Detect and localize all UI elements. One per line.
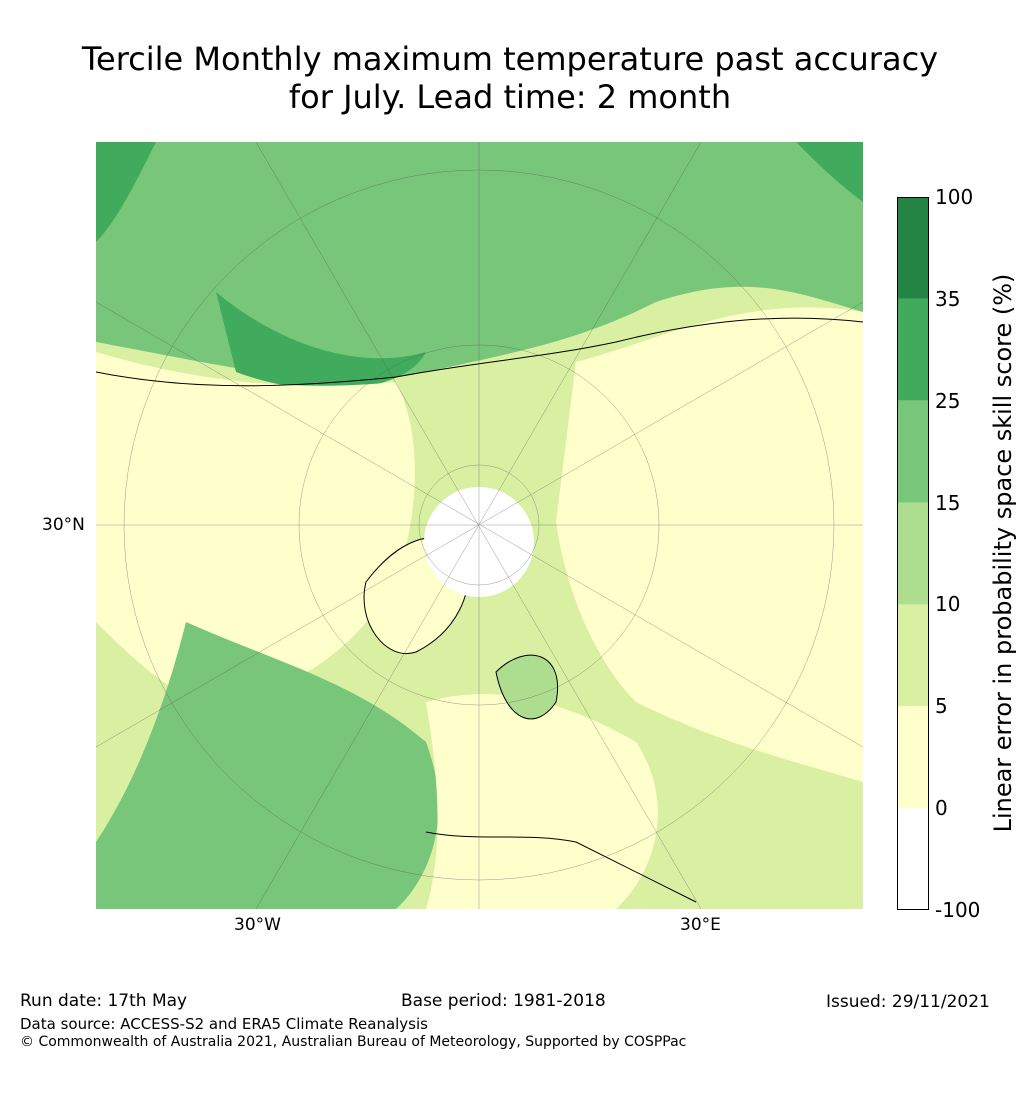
ocean-corner-ne — [796, 142, 863, 202]
copyright: © Commonwealth of Australia 2021, Austra… — [20, 1034, 687, 1050]
scandinavia — [495, 654, 558, 720]
colorbar-tick: 35 — [935, 286, 961, 311]
chart-title: Tercile Monthly maximum temperature past… — [0, 40, 1020, 116]
colorbar-tick: 100 — [935, 185, 974, 209]
arctic-pacific-region — [96, 142, 863, 381]
run-date: Run date: 17th May — [20, 991, 188, 1011]
colorbar — [897, 197, 929, 910]
graticule — [96, 142, 863, 909]
colorbar-segment — [897, 706, 929, 809]
colorbar-tick: 25 — [935, 388, 961, 413]
dark-ocean-patch — [216, 292, 426, 390]
colorbar-segment — [897, 502, 929, 605]
title-line-1: Tercile Monthly maximum temperature past… — [81, 40, 939, 78]
colorbar-border — [897, 197, 929, 910]
data-source: Data source: ACCESS-S2 and ERA5 Climate … — [20, 1015, 428, 1033]
colorbar-tick: 5 — [935, 694, 948, 719]
colorbar-segment — [897, 400, 929, 503]
colorbar-segment — [897, 197, 929, 299]
atlantic-region — [96, 622, 439, 909]
europe-landmass — [426, 694, 658, 909]
north-america-landmass — [96, 352, 415, 702]
colorbar-segment — [897, 808, 929, 910]
coastline — [96, 317, 863, 387]
colorbar-tick: 15 — [935, 490, 961, 515]
lat-label-30n: 30°N — [42, 515, 85, 535]
base-period: Base period: 1981-2018 — [401, 991, 606, 1011]
lon-label-30e: 30°E — [680, 915, 721, 935]
ocean-corner-nw — [96, 142, 156, 242]
colorbar-tick: 10 — [935, 592, 961, 617]
colorbar-label: Linear error in probability space skill … — [989, 273, 1017, 833]
issued-date: Issued: 29/11/2021 — [826, 992, 990, 1012]
colorbar-tick: -100 — [935, 898, 981, 922]
coastline-europe — [425, 831, 697, 903]
lon-label-30w: 30°W — [234, 915, 281, 935]
colorbar-tick: 0 — [935, 796, 948, 821]
asia-landmass — [556, 307, 863, 782]
skill-score-map — [96, 142, 863, 909]
title-line-2: for July. Lead time: 2 month — [288, 78, 732, 116]
colorbar-segment — [897, 298, 929, 401]
colorbar-segment — [897, 604, 929, 707]
